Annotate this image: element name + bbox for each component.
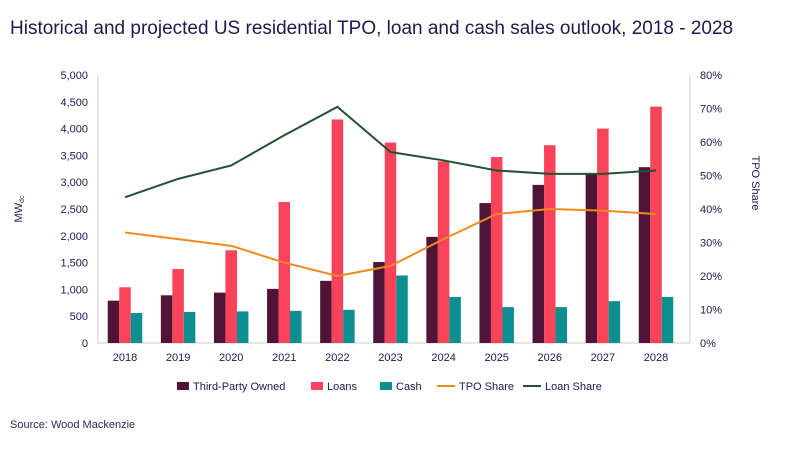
y2-tick-label: 50% bbox=[700, 171, 722, 183]
y-axis-label-subscript: dc bbox=[19, 195, 26, 203]
x-tick-label: 2019 bbox=[166, 352, 190, 364]
bar-third-party-owned bbox=[213, 292, 226, 343]
legend-swatch-cash bbox=[380, 382, 392, 390]
x-tick-label: 2027 bbox=[591, 352, 615, 364]
x-tick-label: 2018 bbox=[113, 352, 137, 364]
y2-tick-label: 70% bbox=[700, 104, 722, 116]
y2-axis-label: TPO Share bbox=[749, 155, 761, 210]
y-tick-label: 4,500 bbox=[60, 97, 88, 109]
x-tick-label: 2023 bbox=[378, 352, 402, 364]
line-tpo-share bbox=[124, 207, 657, 278]
legend-label-loan-share: Loan Share bbox=[545, 381, 602, 393]
y2-tick-label: 60% bbox=[700, 137, 722, 149]
bar-cash bbox=[183, 311, 196, 343]
bar-third-party-owned bbox=[426, 236, 438, 343]
bar-loans bbox=[278, 202, 291, 343]
bar-loans bbox=[225, 250, 237, 343]
y2-tick-label: 10% bbox=[700, 305, 722, 317]
y-tick-label: 1,000 bbox=[60, 284, 88, 296]
bar-third-party-owned bbox=[373, 262, 385, 343]
bar-cash bbox=[661, 296, 674, 343]
bar-third-party-owned bbox=[638, 167, 651, 343]
x-tick-label: 2021 bbox=[272, 352, 296, 364]
legend-swatch-third-party-owned bbox=[177, 382, 189, 390]
x-tick-label: 2020 bbox=[219, 352, 243, 364]
legend-label-loans: Loans bbox=[327, 381, 357, 393]
bar-cash bbox=[396, 275, 408, 343]
line-loan-share bbox=[124, 105, 657, 199]
y2-tick-label: 20% bbox=[700, 271, 722, 283]
y-tick-label: 3,000 bbox=[60, 177, 88, 189]
bar-loans bbox=[384, 142, 397, 343]
y-axis-label: MWdc bbox=[13, 195, 26, 222]
bar-cash bbox=[555, 307, 568, 343]
x-tick-label: 2025 bbox=[484, 352, 508, 364]
x-tick-label: 2026 bbox=[538, 352, 562, 364]
bar-loans bbox=[650, 106, 662, 344]
y2-tick-label: 0% bbox=[700, 338, 716, 350]
y2-tick-label: 30% bbox=[700, 238, 722, 250]
y-tick-label: 3,500 bbox=[60, 150, 88, 162]
y-tick-label: 5,000 bbox=[60, 70, 88, 82]
bar-loans bbox=[331, 119, 344, 343]
x-tick-label: 2028 bbox=[644, 352, 668, 364]
y2-tick-label: 80% bbox=[700, 70, 722, 82]
y-tick-label: 2,500 bbox=[60, 204, 88, 216]
y-tick-label: 1,500 bbox=[60, 258, 88, 270]
legend-label-tpo-share: TPO Share bbox=[459, 381, 514, 393]
bar-loans bbox=[172, 269, 184, 343]
bar-cash bbox=[236, 311, 249, 343]
bar-cash bbox=[130, 312, 143, 343]
y2-tick-label: 40% bbox=[700, 204, 722, 216]
y-tick-label: 500 bbox=[70, 311, 88, 323]
y-tick-label: 2,000 bbox=[60, 231, 88, 243]
bar-third-party-owned bbox=[585, 174, 598, 343]
bar-loans bbox=[544, 145, 556, 343]
bar-cash bbox=[343, 309, 355, 343]
bar-third-party-owned bbox=[267, 288, 279, 343]
legend-label-cash: Cash bbox=[396, 381, 422, 393]
bar-loans bbox=[119, 287, 131, 343]
bar-cash bbox=[449, 296, 461, 343]
source-note: Source: Wood Mackenzie bbox=[10, 419, 136, 431]
bar-loans bbox=[597, 128, 609, 343]
bar-loans bbox=[490, 157, 503, 343]
y-tick-label: 0 bbox=[82, 338, 88, 350]
bar-third-party-owned bbox=[532, 184, 545, 343]
legend-swatch-loans bbox=[311, 382, 323, 390]
bar-cash bbox=[290, 310, 302, 343]
x-tick-label: 2022 bbox=[325, 352, 349, 364]
bar-cash bbox=[502, 307, 514, 343]
bar-third-party-owned bbox=[160, 295, 173, 343]
bar-third-party-owned bbox=[320, 280, 332, 343]
x-tick-label: 2024 bbox=[431, 352, 455, 364]
bar-loans bbox=[437, 161, 450, 343]
chart-title: Historical and projected US residential … bbox=[10, 18, 734, 39]
y-tick-label: 4,000 bbox=[60, 124, 88, 136]
legend-label-third-party-owned: Third-Party Owned bbox=[193, 381, 285, 393]
bar-third-party-owned bbox=[479, 203, 491, 343]
bar-cash bbox=[608, 301, 621, 343]
bar-third-party-owned bbox=[107, 300, 120, 343]
